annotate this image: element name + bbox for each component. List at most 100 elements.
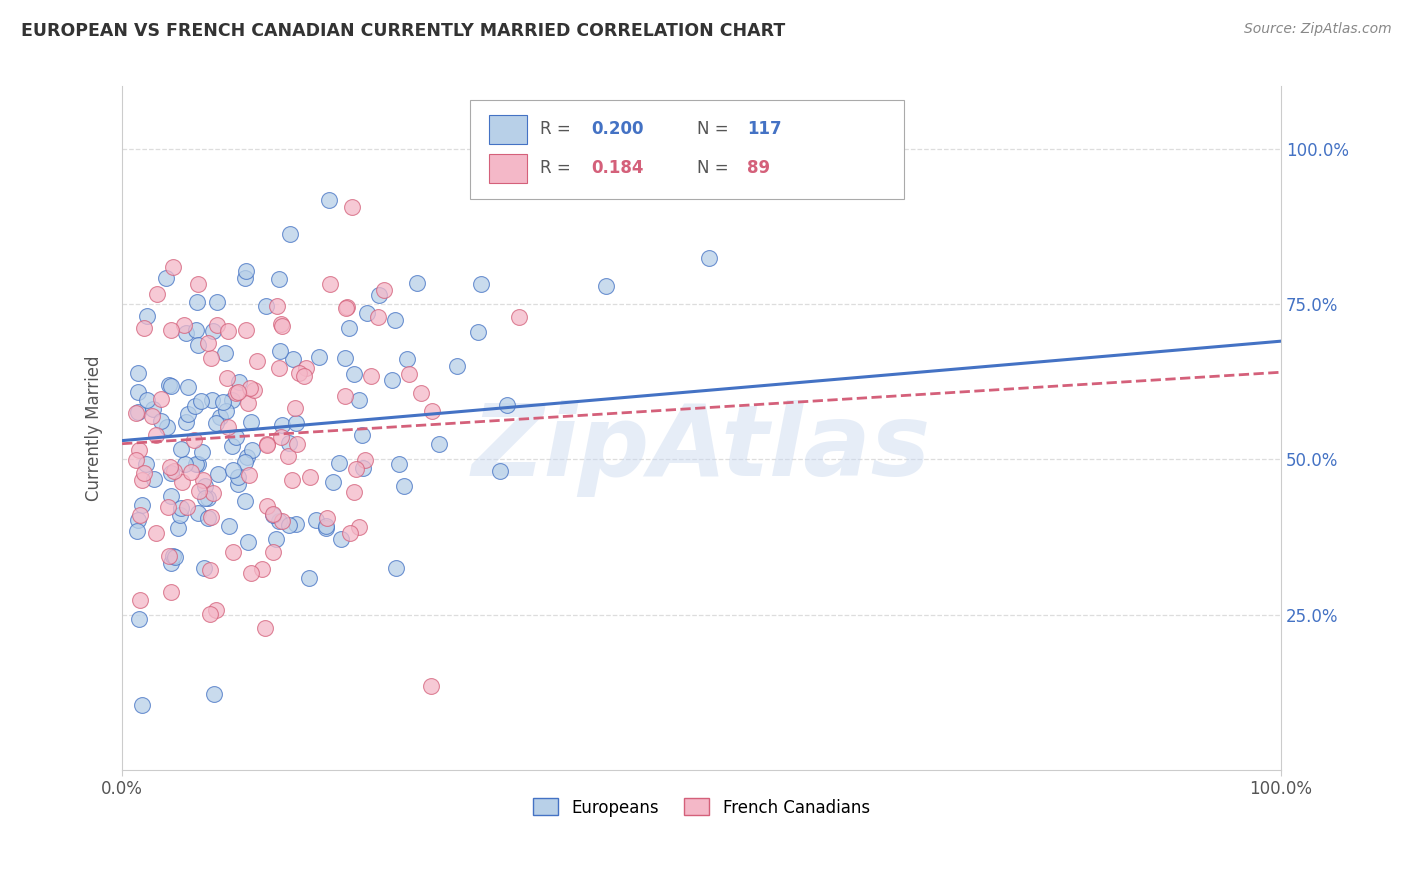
Point [159, 557, 181, 571]
Text: ZipAtlas: ZipAtlas [472, 401, 931, 497]
Text: N =: N = [697, 120, 734, 138]
Point [396, 351, 419, 366]
Point [240, 442, 263, 457]
Point [250, 562, 273, 576]
Text: 0.184: 0.184 [592, 160, 644, 178]
Point [235, 323, 257, 337]
Point [243, 384, 266, 398]
Point [284, 401, 307, 416]
Point [343, 367, 366, 381]
Point [315, 518, 337, 533]
Point [170, 442, 193, 457]
Point [411, 386, 433, 401]
Point [183, 399, 205, 413]
Point [159, 489, 181, 503]
Point [496, 398, 519, 412]
Point [340, 200, 363, 214]
Point [315, 521, 337, 535]
Point [132, 466, 155, 480]
Point [352, 427, 374, 442]
Point [136, 393, 159, 408]
Point [221, 439, 243, 453]
Point [236, 535, 259, 549]
FancyBboxPatch shape [470, 100, 904, 199]
Point [236, 450, 259, 464]
Point [347, 520, 370, 534]
Point [201, 393, 224, 408]
Point [267, 271, 290, 285]
Point [392, 479, 415, 493]
Text: R =: R = [540, 160, 576, 178]
Point [135, 457, 157, 471]
Point [183, 434, 205, 448]
Point [225, 385, 247, 400]
Point [197, 510, 219, 524]
Point [127, 513, 149, 527]
Point [177, 408, 200, 422]
Point [186, 295, 208, 310]
Point [446, 359, 468, 373]
Point [236, 396, 259, 410]
Point [221, 393, 243, 408]
Point [169, 508, 191, 522]
Point [157, 378, 180, 392]
Point [132, 321, 155, 335]
Point [278, 518, 301, 533]
Text: Source: ZipAtlas.com: Source: ZipAtlas.com [1244, 22, 1392, 37]
Point [337, 321, 360, 335]
Text: 0.200: 0.200 [592, 120, 644, 138]
Point [125, 452, 148, 467]
Point [298, 469, 321, 483]
Point [419, 679, 441, 693]
Point [173, 318, 195, 332]
Point [127, 405, 149, 419]
Point [128, 508, 150, 522]
Point [150, 392, 173, 407]
Point [283, 352, 305, 367]
Text: R =: R = [540, 120, 576, 138]
Point [125, 406, 148, 420]
Point [177, 380, 200, 394]
Point [160, 466, 183, 480]
Point [193, 561, 215, 575]
Point [205, 603, 228, 617]
Point [398, 368, 420, 382]
Point [159, 323, 181, 337]
Point [467, 325, 489, 339]
Point [233, 493, 256, 508]
Point [360, 369, 382, 384]
Point [225, 430, 247, 444]
Point [127, 366, 149, 380]
Point [233, 271, 256, 285]
Point [246, 354, 269, 368]
Point [202, 325, 225, 339]
Point [335, 351, 357, 365]
Point [215, 404, 238, 418]
Point [508, 310, 530, 325]
Point [207, 318, 229, 333]
Point [278, 436, 301, 450]
Point [595, 279, 617, 293]
Point [128, 593, 150, 607]
Point [176, 500, 198, 514]
Point [381, 373, 404, 387]
Point [270, 430, 292, 444]
Point [356, 306, 378, 320]
Point [288, 367, 311, 381]
Point [235, 263, 257, 277]
Point [256, 437, 278, 451]
Point [187, 484, 209, 499]
Point [190, 393, 212, 408]
Point [384, 313, 406, 327]
Point [226, 477, 249, 491]
Point [319, 277, 342, 292]
Point [208, 410, 231, 425]
Point [385, 560, 408, 574]
Point [267, 360, 290, 375]
Point [156, 420, 179, 434]
Point [267, 514, 290, 528]
Point [128, 442, 150, 457]
Text: 117: 117 [747, 120, 782, 138]
Point [239, 381, 262, 395]
Point [127, 385, 149, 400]
